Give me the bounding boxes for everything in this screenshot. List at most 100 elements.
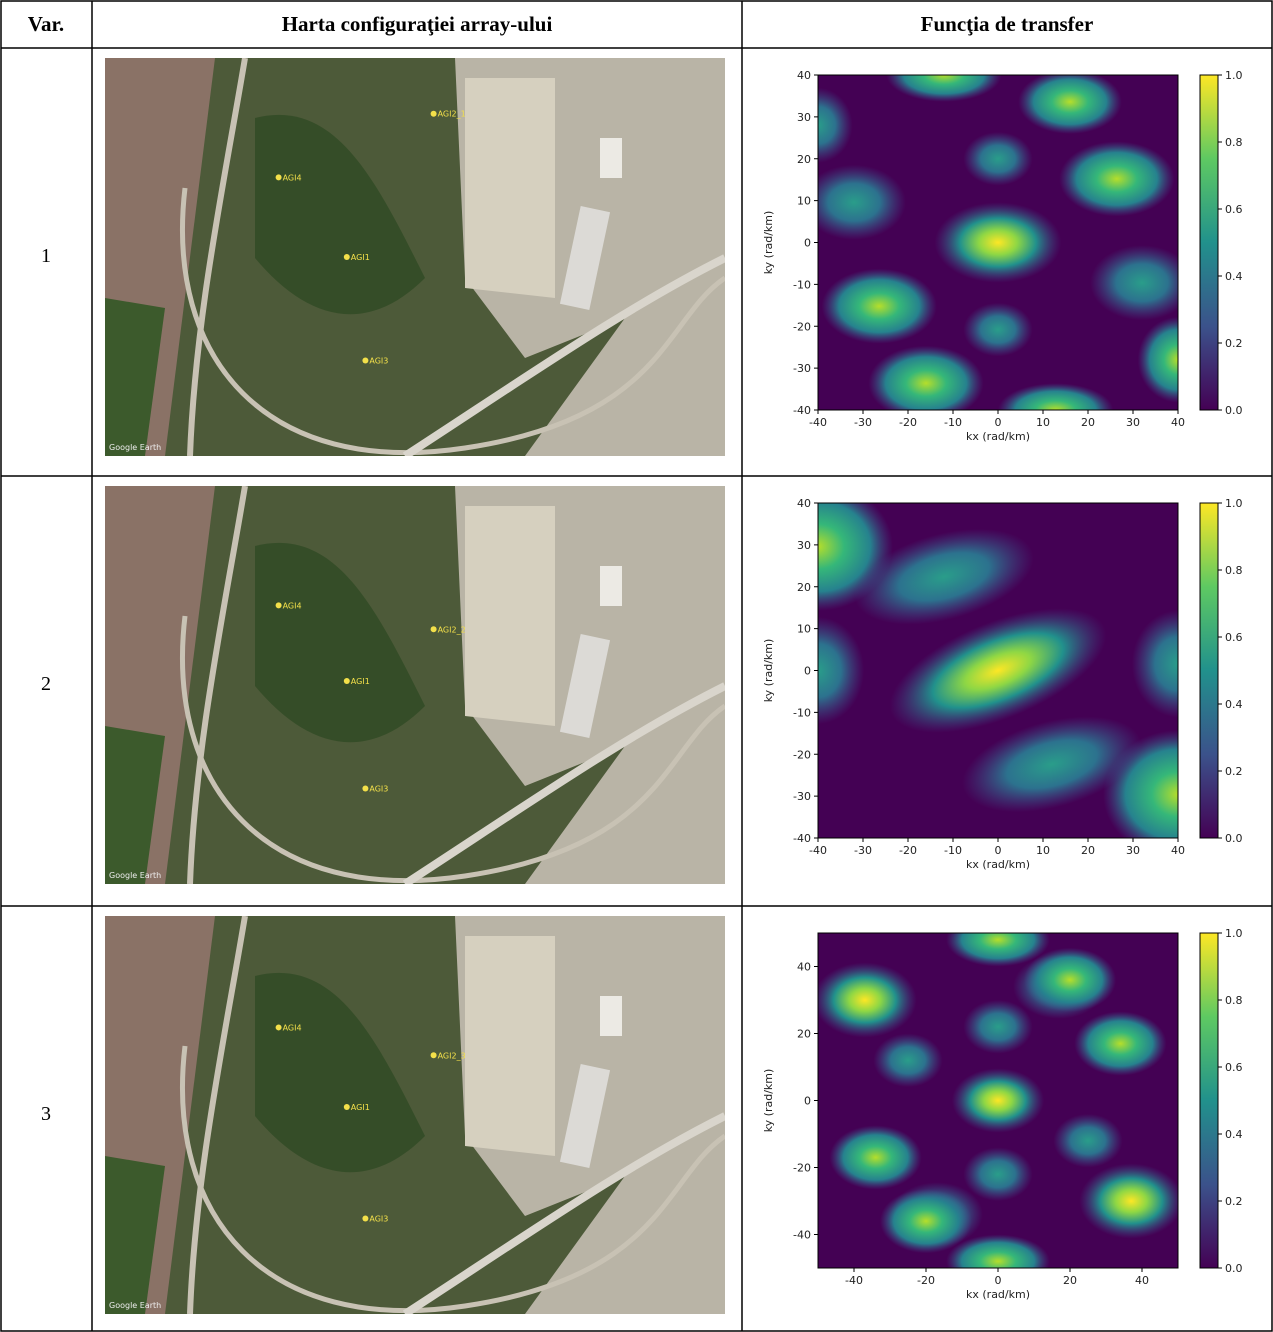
- colorbar-tick-label: 1.0: [1225, 497, 1243, 510]
- heatmap-lobe: [829, 1125, 922, 1190]
- building: [600, 138, 622, 178]
- colorbar-tick-label: 0.2: [1225, 765, 1243, 778]
- marker-label: AGI2_1: [438, 110, 466, 119]
- header-cell: Funcţia de transfer: [921, 12, 1094, 36]
- marker-label: AGI1: [351, 677, 370, 686]
- header-cell: Harta configuraţiei array-ului: [282, 12, 553, 36]
- colorbar-tick-label: 0.8: [1225, 994, 1243, 1007]
- building: [600, 566, 622, 606]
- heatmap: [818, 503, 1178, 838]
- heatmap-lobe: [873, 1033, 943, 1088]
- colorbar: [1199, 74, 1219, 411]
- road: [179, 615, 725, 883]
- marker-label: AGI3: [369, 784, 388, 793]
- map-image: AGI4 AGI2_3 AGI1 AGI3 Google Earth: [105, 916, 725, 1314]
- x-tick-label: -20: [917, 1274, 935, 1287]
- x-tick-label: 30: [1126, 416, 1140, 429]
- colorbar: [1199, 932, 1219, 1269]
- heatmap-lobe: [818, 962, 917, 1038]
- y-tick-label: 10: [797, 623, 811, 636]
- marker-label: AGI1: [351, 1103, 370, 1112]
- marker-label: AGI3: [369, 356, 388, 365]
- x-tick-label: 40: [1171, 416, 1185, 429]
- heatmap-lobe: [1059, 141, 1175, 217]
- x-axis-label: kx (rad/km): [966, 1288, 1030, 1301]
- marker-label: AGI4: [283, 173, 302, 182]
- x-axis-label: kx (rad/km): [966, 858, 1030, 871]
- y-tick-label: 20: [797, 153, 811, 166]
- y-tick-label: -20: [793, 320, 811, 333]
- x-tick-label: -40: [809, 844, 827, 857]
- y-tick-label: 0: [804, 237, 811, 250]
- colorbar-tick-label: 0.0: [1225, 1262, 1243, 1275]
- heatmap-lobe: [886, 75, 1002, 102]
- colorbar-tick-label: 0.2: [1225, 1195, 1243, 1208]
- building: [559, 633, 611, 739]
- heatmap-lobe: [1131, 610, 1178, 718]
- y-tick-label: -40: [793, 832, 811, 845]
- heatmap-lobe: [962, 716, 1142, 813]
- light-lot: [465, 506, 555, 726]
- variant-number: 1: [41, 245, 51, 267]
- y-tick-label: 40: [797, 961, 811, 974]
- road: [187, 58, 248, 456]
- x-tick-label: 10: [1036, 416, 1050, 429]
- colorbar-tick-label: 0.0: [1225, 404, 1243, 417]
- x-tick-label: -40: [809, 416, 827, 429]
- y-tick-label: 30: [797, 539, 811, 552]
- map-credit: Google Earth: [109, 871, 161, 880]
- y-tick-label: -20: [793, 1162, 811, 1175]
- trees: [255, 114, 425, 315]
- x-tick-label: 10: [1036, 844, 1050, 857]
- heatmap-lobe: [1053, 1113, 1123, 1168]
- y-tick-label: -40: [793, 1229, 811, 1242]
- y-tick-label: 0: [804, 1095, 811, 1108]
- colorbar-tick-label: 0.2: [1225, 337, 1243, 350]
- heatmap-lobe: [934, 202, 1062, 283]
- heatmap-lobe: [818, 164, 906, 240]
- heatmap-lobe: [1023, 947, 1117, 1013]
- marker-label: AGI4: [283, 601, 302, 610]
- map-image: AGI2_1 AGI4 AGI1 AGI3 Google Earth: [105, 58, 725, 456]
- marker-label: AGI2_3: [438, 1051, 466, 1060]
- x-tick-label: 0: [995, 844, 1002, 857]
- variant-number: 2: [41, 673, 51, 695]
- light-lot: [465, 78, 555, 298]
- colorbar-tick-label: 0.6: [1225, 631, 1243, 644]
- x-tick-label: 30: [1126, 844, 1140, 857]
- x-tick-label: 40: [1171, 844, 1185, 857]
- array-marker: [275, 1024, 282, 1031]
- colorbar-tick-label: 0.0: [1225, 832, 1243, 845]
- forest-strip: [105, 1156, 165, 1314]
- light-lot: [465, 936, 555, 1156]
- road: [187, 486, 248, 884]
- array-marker: [275, 602, 282, 609]
- heatmap-lobe: [963, 131, 1033, 186]
- marker-label: AGI4: [283, 1023, 302, 1032]
- heatmap-lobe: [889, 608, 1107, 733]
- heatmap-lobe: [818, 616, 865, 725]
- array-marker: [362, 357, 369, 364]
- building: [559, 205, 611, 311]
- highway: [402, 1112, 725, 1314]
- heatmap-lobe: [821, 268, 937, 344]
- y-tick-label: 0: [804, 665, 811, 678]
- heatmap: [818, 933, 1178, 1268]
- colorbar-tick-label: 0.4: [1225, 1128, 1243, 1141]
- colorbar-tick-label: 0.6: [1225, 1061, 1243, 1074]
- highway: [402, 682, 725, 884]
- array-marker: [362, 1215, 369, 1222]
- heatmap: [818, 75, 1178, 410]
- building: [559, 1063, 611, 1169]
- x-tick-label: -20: [899, 844, 917, 857]
- heatmap-lobe: [963, 1147, 1033, 1201]
- y-axis-label: ky (rad/km): [762, 639, 775, 703]
- heatmap-lobe: [868, 345, 984, 410]
- array-marker: [343, 1104, 350, 1111]
- x-axis-label: kx (rad/km): [966, 430, 1030, 443]
- x-tick-label: 20: [1063, 1274, 1077, 1287]
- colorbar-tick-label: 0.4: [1225, 698, 1243, 711]
- colorbar-tick-label: 1.0: [1225, 69, 1243, 82]
- x-tick-label: -30: [854, 844, 872, 857]
- array-marker: [343, 678, 350, 685]
